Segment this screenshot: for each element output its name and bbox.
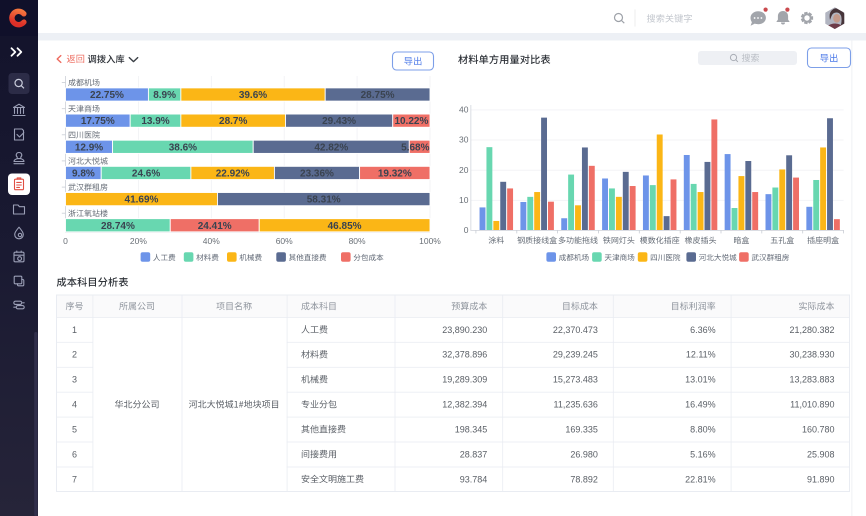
svg-text:5.16%: 5.16% xyxy=(690,449,716,459)
svg-text:30: 30 xyxy=(459,135,469,145)
svg-text:24.6%: 24.6% xyxy=(132,168,160,179)
svg-text:198.345: 198.345 xyxy=(455,425,488,435)
svg-text:32,378.896: 32,378.896 xyxy=(442,350,487,360)
svg-text:10: 10 xyxy=(459,195,469,205)
svg-text:17.75%: 17.75% xyxy=(81,116,115,127)
svg-text:2: 2 xyxy=(72,350,77,360)
svg-text:13.01%: 13.01% xyxy=(685,375,716,385)
svg-text:78.892: 78.892 xyxy=(570,474,598,484)
svg-text:40%: 40% xyxy=(203,236,220,246)
svg-text:10.22%: 10.22% xyxy=(394,116,428,127)
svg-text:1: 1 xyxy=(72,325,77,335)
svg-text:11,010.890: 11,010.890 xyxy=(790,400,834,410)
svg-text:93.784: 93.784 xyxy=(460,474,488,484)
svg-text:8.9%: 8.9% xyxy=(153,90,176,101)
svg-text:22.92%: 22.92% xyxy=(216,168,250,179)
svg-text:28.75%: 28.75% xyxy=(361,90,395,101)
svg-text:169.335: 169.335 xyxy=(565,425,598,435)
svg-text:12.9%: 12.9% xyxy=(75,142,103,153)
svg-text:6: 6 xyxy=(72,449,77,459)
svg-text:28.7%: 28.7% xyxy=(219,116,247,127)
svg-text:0: 0 xyxy=(63,236,68,246)
svg-text:0: 0 xyxy=(464,225,469,235)
svg-text:15,273.483: 15,273.483 xyxy=(553,375,598,385)
svg-text:22.75%: 22.75% xyxy=(90,90,124,101)
svg-text:22.81%: 22.81% xyxy=(685,474,716,484)
svg-text:24.41%: 24.41% xyxy=(198,221,232,232)
svg-text:40: 40 xyxy=(459,105,469,115)
svg-text:12.11%: 12.11% xyxy=(686,350,716,360)
svg-text:6.36%: 6.36% xyxy=(690,325,716,335)
svg-text:41.69%: 41.69% xyxy=(125,195,159,206)
svg-text:26.980: 26.980 xyxy=(570,449,598,459)
svg-text:30,238.930: 30,238.930 xyxy=(789,350,834,360)
svg-text:29,239.245: 29,239.245 xyxy=(553,350,598,360)
svg-text:21,280.382: 21,280.382 xyxy=(789,325,834,335)
svg-text:20: 20 xyxy=(459,165,469,175)
svg-text:5.68%: 5.68% xyxy=(401,142,429,153)
svg-text:7: 7 xyxy=(72,474,77,484)
svg-text:19.32%: 19.32% xyxy=(378,168,412,179)
svg-text:16.49%: 16.49% xyxy=(685,400,716,410)
svg-text:8.80%: 8.80% xyxy=(690,425,716,435)
svg-text:58.31%: 58.31% xyxy=(307,195,341,206)
svg-text:60%: 60% xyxy=(276,236,293,246)
svg-text:91.890: 91.890 xyxy=(807,474,835,484)
svg-text:29.43%: 29.43% xyxy=(322,116,356,127)
svg-text:13.9%: 13.9% xyxy=(141,116,169,127)
svg-text:28.837: 28.837 xyxy=(460,449,488,459)
svg-text:5: 5 xyxy=(72,425,77,435)
svg-text:46.85%: 46.85% xyxy=(328,221,362,232)
svg-text:42.82%: 42.82% xyxy=(314,142,348,153)
svg-text:12,382.394: 12,382.394 xyxy=(442,400,487,410)
svg-text:160.780: 160.780 xyxy=(802,425,835,435)
svg-text:23,890.230: 23,890.230 xyxy=(442,325,487,335)
svg-text:100%: 100% xyxy=(419,236,441,246)
svg-text:11,235.636: 11,235.636 xyxy=(554,400,598,410)
svg-text:22,370.473: 22,370.473 xyxy=(553,325,598,335)
svg-text:39.6%: 39.6% xyxy=(239,90,267,101)
svg-text:38.6%: 38.6% xyxy=(169,142,197,153)
svg-text:9.8%: 9.8% xyxy=(72,168,95,179)
svg-text:28.74%: 28.74% xyxy=(101,221,135,232)
svg-text:25.908: 25.908 xyxy=(807,449,835,459)
svg-text:13,283.883: 13,283.883 xyxy=(789,375,834,385)
svg-text:4: 4 xyxy=(72,400,77,410)
svg-text:3: 3 xyxy=(72,375,77,385)
svg-text:19,289.309: 19,289.309 xyxy=(442,375,487,385)
svg-text:20%: 20% xyxy=(130,236,147,246)
svg-text:23.36%: 23.36% xyxy=(300,168,334,179)
svg-text:80%: 80% xyxy=(349,236,366,246)
